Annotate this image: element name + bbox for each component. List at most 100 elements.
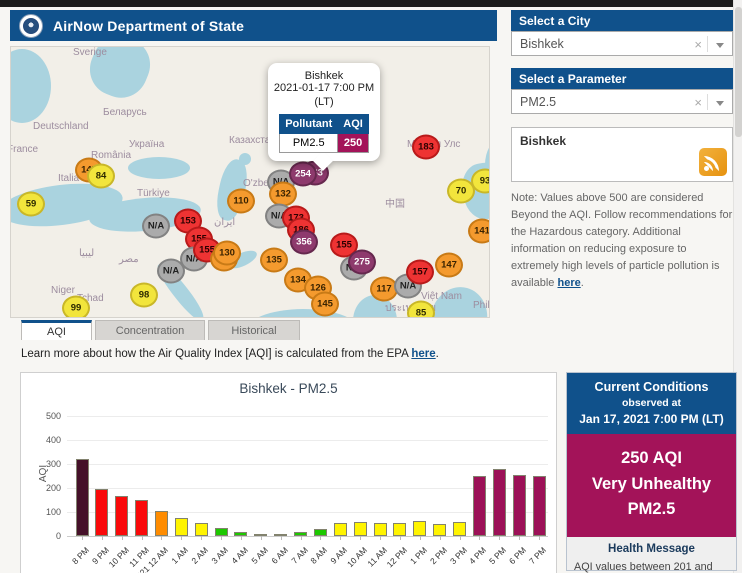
current-conditions-title: Current Conditions bbox=[571, 380, 732, 394]
learn-more-before: Learn more about how the Air Quality Ind… bbox=[21, 348, 411, 360]
popup-pollutant-header: Pollutant bbox=[280, 114, 338, 133]
aqi-map-marker[interactable]: 254 bbox=[289, 162, 317, 187]
aqi-map-marker[interactable]: 135 bbox=[260, 248, 288, 273]
scrollbar-thumb[interactable] bbox=[735, 7, 742, 137]
aqi-bar bbox=[334, 523, 347, 536]
x-tick bbox=[122, 536, 123, 540]
aqi-map-marker[interactable]: N/A bbox=[142, 214, 170, 239]
aqi-map-marker[interactable]: 157 bbox=[406, 260, 434, 285]
x-tick bbox=[479, 536, 480, 540]
x-tick bbox=[201, 536, 202, 540]
aqi-bar bbox=[175, 518, 188, 536]
map-country-label: Україна bbox=[129, 139, 164, 150]
aqi-map-marker[interactable]: 132 bbox=[269, 182, 297, 207]
aqi-map-marker[interactable]: 275 bbox=[348, 250, 376, 275]
x-axis-line bbox=[67, 536, 548, 537]
aqi-bar bbox=[433, 524, 446, 536]
map-country-label: Türkiye bbox=[137, 188, 170, 199]
observed-datetime: Jan 17, 2021 7:00 PM (LT) bbox=[571, 412, 732, 426]
parameter-select-value: PM2.5 bbox=[520, 95, 556, 109]
aqi-bar bbox=[393, 523, 406, 536]
city-select[interactable]: Bishkek × bbox=[511, 31, 733, 56]
map-country-label: ایران bbox=[214, 217, 235, 228]
aqi-bar bbox=[453, 522, 466, 536]
city-panel-header: Select a City bbox=[511, 10, 733, 31]
map-country-label: Deutschland bbox=[33, 121, 89, 132]
tab-historical[interactable]: Historical bbox=[208, 320, 300, 340]
learn-more-link[interactable]: here bbox=[411, 348, 435, 360]
x-tick bbox=[142, 536, 143, 540]
aqi-map-marker[interactable]: 145 bbox=[311, 292, 339, 317]
map-country-label: France bbox=[10, 144, 38, 155]
popup-aqi-table: Pollutant AQI PM2.5 250 bbox=[279, 114, 369, 153]
aqi-bar bbox=[473, 476, 486, 536]
y-tick-label: 100 bbox=[29, 507, 61, 517]
aqi-map-marker[interactable]: 99 bbox=[62, 296, 90, 319]
aqi-map-marker[interactable]: 85 bbox=[407, 301, 435, 319]
x-tick bbox=[320, 536, 321, 540]
city-select-value: Bishkek bbox=[520, 37, 564, 51]
x-tick bbox=[241, 536, 242, 540]
aqi-map-marker[interactable]: 141 bbox=[468, 219, 490, 244]
chart-card: Bishkek - PM2.5 AQI 01002003004005008 PM… bbox=[20, 372, 557, 573]
aqi-summary: 250 AQI Very Unhealthy PM2.5 bbox=[567, 434, 736, 537]
aqi-map-marker[interactable]: 356 bbox=[290, 230, 318, 255]
health-message: Health Message AQI values between 201 an… bbox=[567, 537, 736, 573]
y-tick-label: 300 bbox=[29, 459, 61, 469]
note-link[interactable]: here bbox=[557, 277, 580, 289]
aqi-bar bbox=[374, 523, 387, 536]
water-north-sea bbox=[10, 49, 51, 123]
health-message-text: AQI values between 201 and 300 trigger a… bbox=[574, 559, 729, 573]
popup-city: Bishkek bbox=[268, 70, 380, 82]
aqi-map-marker[interactable]: 98 bbox=[130, 283, 158, 308]
popup-aqi-value: 250 bbox=[338, 133, 369, 152]
tab-concentration[interactable]: Concentration bbox=[95, 320, 205, 340]
note-text: Note: Values above 500 are considered Be… bbox=[511, 190, 737, 292]
x-tick bbox=[301, 536, 302, 540]
aqi-bar bbox=[314, 529, 327, 536]
note-before: Note: Values above 500 are considered Be… bbox=[511, 192, 732, 289]
city-caret-icon[interactable] bbox=[716, 43, 724, 48]
x-tick bbox=[82, 536, 83, 540]
map-popup: Bishkek 2021-01-17 7:00 PM (LT) Pollutan… bbox=[268, 63, 380, 161]
tab-bar: AQI Concentration Historical bbox=[21, 320, 300, 340]
aqi-map-marker[interactable]: 84 bbox=[87, 164, 115, 189]
y-tick-label: 400 bbox=[29, 435, 61, 445]
city-clear-icon[interactable]: × bbox=[694, 37, 702, 52]
x-tick bbox=[221, 536, 222, 540]
popup-datetime: 2021-01-17 7:00 PM bbox=[268, 82, 380, 96]
parameter-panel: Select a Parameter PM2.5 × bbox=[511, 68, 733, 114]
parameter-caret-icon[interactable] bbox=[716, 101, 724, 106]
x-tick bbox=[539, 536, 540, 540]
x-tick bbox=[102, 536, 103, 540]
rss-city-label: Bishkek bbox=[520, 134, 566, 148]
parameter-select[interactable]: PM2.5 × bbox=[511, 89, 733, 114]
aqi-pollutant: PM2.5 bbox=[571, 497, 732, 523]
parameter-clear-icon[interactable]: × bbox=[694, 95, 702, 110]
aqi-bar bbox=[195, 523, 208, 536]
map-country-label: Philippines bbox=[473, 300, 490, 311]
aqi-bar bbox=[513, 475, 526, 536]
x-tick bbox=[181, 536, 182, 540]
map[interactable]: SverigeDeutschlandБеларусьУкраїнаFranceI… bbox=[10, 46, 490, 318]
aqi-map-marker[interactable]: 59 bbox=[17, 192, 45, 217]
popup-aqi-header: AQI bbox=[338, 114, 369, 133]
aqi-map-marker[interactable]: 130 bbox=[213, 241, 241, 266]
aqi-map-marker[interactable]: 110 bbox=[227, 189, 255, 214]
aqi-map-marker[interactable]: 147 bbox=[435, 253, 463, 278]
aqi-bar bbox=[493, 469, 506, 536]
aqi-value: 250 AQI bbox=[571, 446, 732, 472]
popup-pollutant-value: PM2.5 bbox=[280, 133, 338, 152]
y-tick-label: 500 bbox=[29, 411, 61, 421]
rss-feed-icon[interactable] bbox=[699, 148, 727, 176]
tab-aqi[interactable]: AQI bbox=[21, 320, 92, 340]
x-tick bbox=[460, 536, 461, 540]
app-header: AirNow Department of State bbox=[10, 10, 497, 41]
water-arabian-sea bbox=[244, 309, 362, 318]
chart-title: Bishkek - PM2.5 bbox=[21, 381, 556, 396]
x-tick bbox=[380, 536, 381, 540]
map-country-label: مصر bbox=[119, 254, 139, 265]
department-of-state-seal-icon bbox=[19, 14, 43, 38]
aqi-map-marker[interactable]: N/A bbox=[157, 259, 185, 284]
aqi-map-marker[interactable]: 183 bbox=[412, 135, 440, 160]
